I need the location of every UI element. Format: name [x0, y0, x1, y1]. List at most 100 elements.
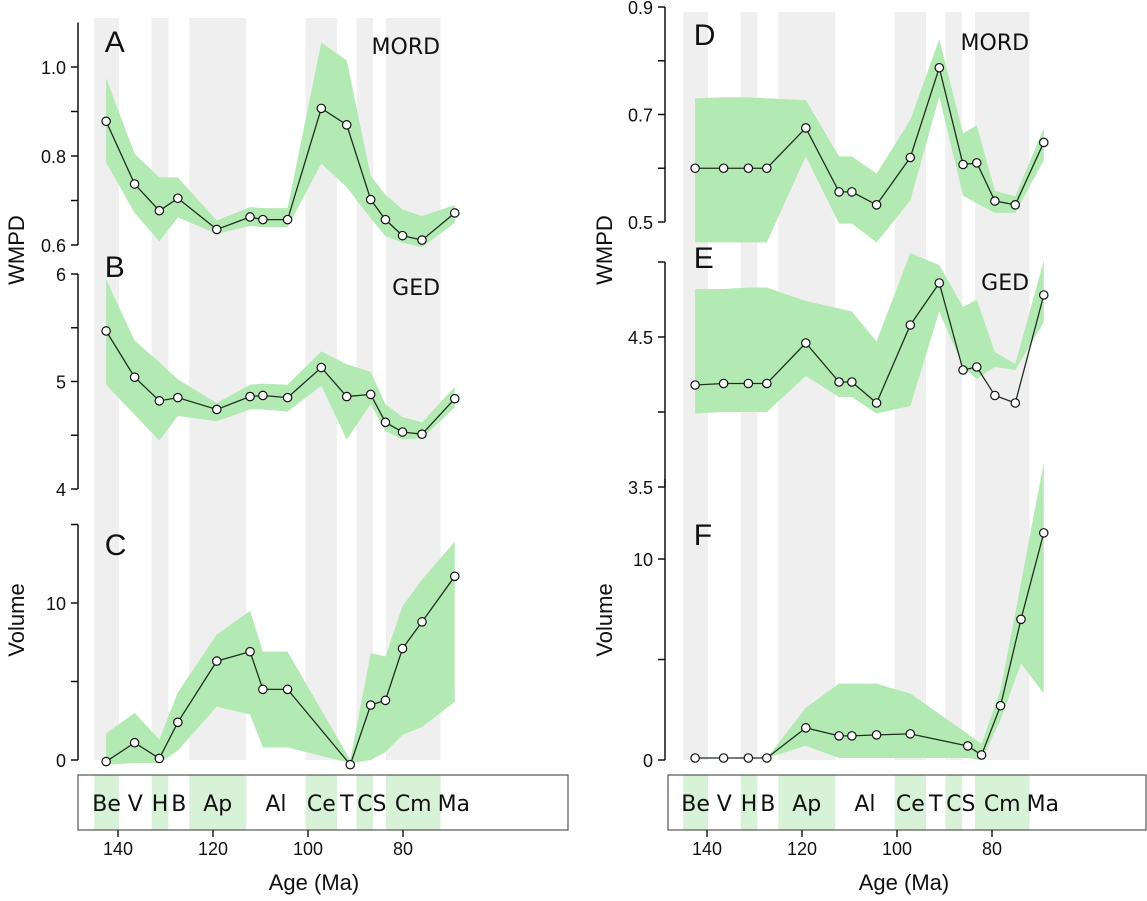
right-column: 0.5 0.7 0.9 D MORD 3.5 4.5 E GED 0 10 F Be V H B Ap Al…: [592, 0, 1147, 895]
panel-a: 0.6 0.8 1.0 A MORD: [41, 22, 460, 256]
data-point: [1038, 137, 1049, 148]
right-x-axis: 140 120 100 80: [692, 830, 1002, 859]
panel-letter: E: [694, 242, 714, 275]
data-point: [934, 62, 945, 73]
y-tick-label: 10: [633, 550, 653, 570]
stage-bar-shade-cm: [974, 775, 1030, 830]
data-point: [1038, 290, 1049, 300]
data-point: [365, 194, 376, 205]
data-point: [449, 208, 460, 218]
data-point: [762, 753, 772, 763]
data-point: [743, 378, 754, 389]
right-stage-bar: Be V H B Ap Al Ce T C S Cm Ma: [667, 774, 1147, 831]
data-point: [905, 152, 916, 163]
stage-label-b: B: [171, 792, 186, 817]
data-point: [365, 389, 376, 400]
left-x-axis: 140 120 100 80: [103, 830, 413, 859]
y-tick-label: 0.5: [628, 213, 653, 233]
x-tick-label: 120: [787, 839, 817, 859]
panel-b: 4 5 6 B GED: [56, 251, 460, 500]
stage-label-be: Be: [92, 792, 121, 817]
data-point: [380, 214, 391, 225]
panel-letter: D: [694, 19, 716, 52]
data-point: [1010, 200, 1021, 210]
data-point: [245, 391, 255, 402]
stage-label-h: H: [741, 792, 758, 817]
panel-d: 0.5 0.7 0.9 D MORD: [628, 0, 1049, 243]
y-tick-label: 4: [56, 480, 66, 500]
data-point: [341, 120, 352, 130]
stage-label-cm: Cm: [984, 792, 1021, 817]
data-point: [871, 200, 882, 210]
data-point: [380, 695, 391, 706]
data-point: [282, 684, 293, 695]
x-tick-label: 100: [293, 839, 323, 859]
confidence-band: [106, 541, 455, 765]
data-point: [743, 753, 754, 763]
data-point: [212, 224, 222, 235]
data-point: [365, 700, 376, 710]
data-point: [690, 163, 700, 174]
stage-bar-shade-ap: [778, 775, 836, 830]
data-point: [995, 700, 1006, 711]
data-point: [976, 750, 987, 760]
stage-label-ce: Ce: [896, 792, 925, 817]
data-point: [154, 753, 165, 764]
data-point: [397, 643, 408, 654]
stage-bar-frame: [667, 774, 1147, 831]
data-point: [971, 362, 982, 372]
panel-letter: B: [105, 251, 125, 284]
y-tick-label: 0.6: [41, 236, 66, 256]
data-point: [1038, 528, 1049, 538]
data-point: [690, 380, 700, 390]
stage-label-b: B: [760, 792, 775, 817]
data-point: [129, 737, 140, 748]
stage-shade-c: [945, 12, 963, 760]
data-point: [690, 753, 700, 763]
stage-bar-shade-cm: [385, 775, 441, 830]
left-ylabel-volume: Volume: [4, 583, 29, 656]
data-point: [341, 391, 352, 402]
stage-label-c: C: [946, 792, 961, 817]
stage-bar-shade-be: [94, 775, 119, 830]
y-tick-label: 0: [56, 751, 66, 771]
right-ylabel-wmpd: WMPD: [592, 215, 617, 285]
stage-label-ma: Ma: [1027, 792, 1059, 817]
data-point: [718, 753, 729, 763]
data-point: [934, 278, 945, 288]
stage-label-be: Be: [681, 792, 710, 817]
data-point: [449, 393, 460, 404]
data-point: [847, 377, 857, 387]
data-point: [258, 684, 268, 695]
x-tick-label: 120: [198, 839, 228, 859]
data-point: [834, 377, 844, 387]
data-point: [762, 163, 772, 174]
y-tick-label: 4.5: [628, 328, 653, 348]
data-point: [958, 365, 968, 375]
right-ylabel-volume: Volume: [592, 583, 617, 656]
data-point: [173, 392, 183, 403]
stage-label-c: C: [357, 792, 372, 817]
right-xlabel: Age (Ma): [859, 870, 949, 895]
data-point: [834, 731, 844, 741]
data-point: [971, 158, 982, 168]
data-point: [990, 390, 1000, 401]
data-point: [871, 730, 882, 740]
y-tick-label: 0.8: [41, 147, 66, 167]
x-tick-label: 100: [882, 839, 912, 859]
data-point: [245, 212, 255, 222]
data-point: [743, 163, 754, 174]
stage-label-ap: Ap: [792, 792, 821, 817]
metric-label: GED: [981, 271, 1029, 296]
data-point: [101, 756, 111, 767]
data-point: [129, 179, 140, 189]
metric-label: MORD: [372, 35, 441, 60]
data-point: [380, 417, 391, 428]
stage-label-h: H: [152, 792, 169, 817]
data-point: [397, 427, 408, 437]
stage-label-v: V: [128, 792, 143, 817]
data-point: [990, 196, 1000, 206]
panel-e: 3.5 4.5 E GED: [628, 242, 1049, 498]
data-point: [449, 571, 460, 582]
